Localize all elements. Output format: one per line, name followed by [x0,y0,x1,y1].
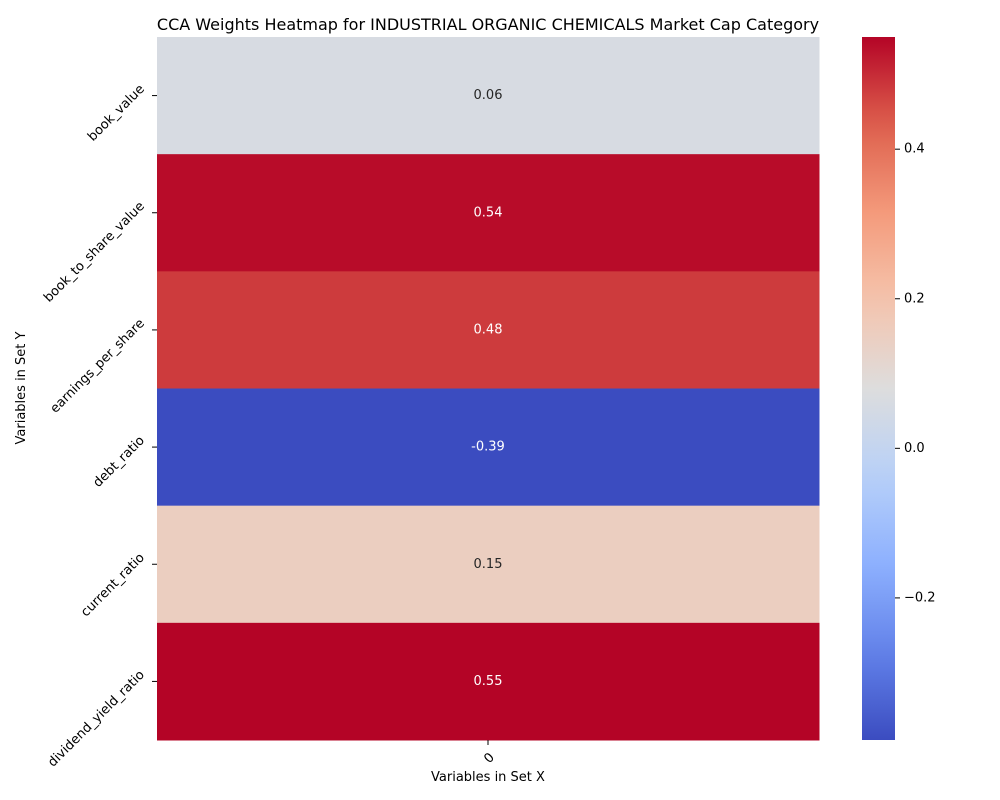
x-axis-label: Variables in Set X [431,770,545,785]
heatmap-cell [157,622,820,741]
cell-value-labels: 0.06 0.54 0.48 -0.39 0.15 0.55 [471,88,505,689]
y-tick-label: earnings_per_share [48,316,148,416]
heatmap-cell [157,37,820,155]
heatmap-cells [157,37,820,741]
colorbar-tick-label: 0.0 [904,441,925,456]
heatmap-cell [157,505,820,624]
y-tick-label: debt_ratio [90,433,147,490]
heatmap-cell [157,154,820,272]
colorbar-tick-label: −0.2 [904,590,936,605]
chart-title: CCA Weights Heatmap for INDUSTRIAL ORGAN… [157,15,819,34]
cell-value-label: 0.06 [474,88,503,103]
heatmap-cell [157,271,820,389]
x-axis: 0 [481,740,498,767]
colorbar-tick-label: 0.2 [904,291,925,306]
y-tick-label: current_ratio [78,550,148,620]
colorbar-tick-label: 0.4 [904,142,925,157]
x-tick-label: 0 [481,750,497,766]
cell-value-label: 0.54 [474,205,503,220]
colorbar [862,37,895,740]
y-axis-label: Variables in Set Y [14,331,29,444]
heatmap-cell [157,388,820,507]
y-tick-label: dividend_yield_ratio [45,668,148,771]
cell-value-label: -0.39 [471,440,505,455]
y-tick-label: book_value [85,82,148,145]
cell-value-label: 0.15 [474,557,503,572]
cell-value-label: 0.48 [474,322,503,337]
cell-value-label: 0.55 [474,674,503,689]
colorbar-ticks: −0.2 0.0 0.2 0.4 [895,142,936,605]
y-axis: book_value book_to_share_valueearnings_pe… [41,82,157,770]
y-tick-label: book_to_share_value [41,199,148,306]
